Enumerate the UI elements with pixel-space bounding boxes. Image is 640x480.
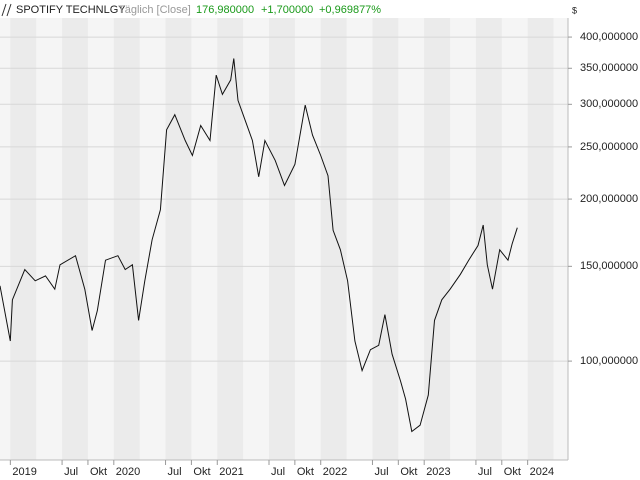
x-tick-label: 2022 (323, 466, 347, 478)
grid (0, 36, 568, 362)
quarter-bands (10, 18, 554, 460)
x-tick-label: 2023 (426, 466, 450, 478)
quarter-band (424, 18, 451, 460)
x-tick-label: Okt (193, 466, 210, 478)
line-icon (1, 3, 12, 17)
chart-subtitle: Täglich [Close] (118, 4, 191, 16)
y-unit: $ (572, 5, 577, 15)
chart-title: SPOTIFY TECHNLGY (16, 4, 126, 16)
quarter-band (10, 18, 37, 460)
change: +1,700000 (261, 4, 313, 16)
quarter-band (475, 18, 502, 460)
quarter-band (268, 18, 295, 460)
y-tick-label: 100,000000 (580, 355, 638, 367)
x-tick-label: Okt (297, 466, 314, 478)
y-tick-label: 150,000000 (580, 260, 638, 272)
x-tick-label: Jul (64, 466, 78, 478)
y-tick-label: 250,000000 (580, 141, 638, 153)
change-pct: +0,969877% (319, 4, 381, 16)
x-tick-label: Okt (400, 466, 417, 478)
x-tick-label: Jul (374, 466, 388, 478)
x-tick-label: Jul (271, 466, 285, 478)
y-tick-label: 400,000000 (580, 31, 638, 43)
x-tick-label: 2020 (116, 466, 140, 478)
x-tick-label: Jul (478, 466, 492, 478)
x-tick-label: 2021 (219, 466, 243, 478)
x-tick-label: Okt (90, 466, 107, 478)
last-price: 176,980000 (196, 4, 254, 16)
quarter-band (217, 18, 244, 460)
price-line (0, 58, 518, 433)
quarter-band (62, 18, 88, 460)
quarter-band (527, 18, 554, 460)
quarter-band (113, 18, 140, 460)
x-tick-label: 2024 (530, 466, 554, 478)
y-tick-label: 200,000000 (580, 193, 638, 205)
x-tick-label: Okt (504, 466, 521, 478)
quarter-band (320, 18, 347, 460)
quarter-band (372, 18, 399, 460)
x-tick-label: Jul (168, 466, 182, 478)
x-tick-label: 2019 (12, 466, 36, 478)
y-tick-label: 300,000000 (580, 98, 638, 110)
y-tick-label: 350,000000 (580, 62, 638, 74)
quarter-band (165, 18, 192, 460)
